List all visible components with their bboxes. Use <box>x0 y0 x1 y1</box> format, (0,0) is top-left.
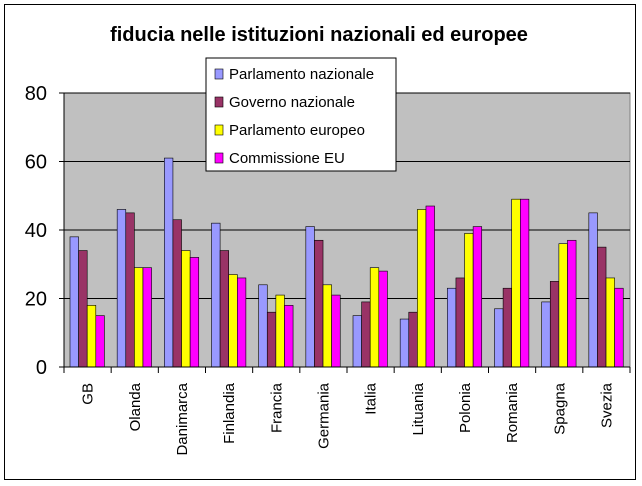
bar <box>588 212 598 368</box>
bar <box>549 281 560 368</box>
bar <box>455 277 465 368</box>
x-tick-labels: GB Olanda Danimarca Finlandia Francia Germani… <box>80 382 616 455</box>
bar <box>219 250 230 368</box>
bar <box>69 236 79 368</box>
bar <box>464 233 474 368</box>
bar <box>125 212 135 368</box>
bar <box>258 284 268 368</box>
bar <box>399 318 410 368</box>
bar <box>189 257 200 368</box>
x-tick-label: Germania <box>315 382 332 449</box>
bar <box>614 287 624 368</box>
x-tick-label: Spagna <box>551 382 568 434</box>
x-tick-label: Polonia <box>457 382 474 433</box>
x-tick-label: Lituania <box>410 382 427 435</box>
bar <box>502 287 513 368</box>
bar <box>511 198 521 368</box>
legend-label: Commissione EU <box>229 150 345 167</box>
x-tick-label: Olanda <box>127 382 144 431</box>
bar <box>567 239 577 368</box>
bar <box>425 205 435 368</box>
x-tick-label: Danimarca <box>174 382 191 455</box>
bar <box>284 305 294 368</box>
bar <box>172 219 182 368</box>
bar <box>361 301 371 368</box>
bar <box>331 294 341 368</box>
bar <box>78 250 88 368</box>
bar <box>494 308 504 368</box>
legend: Parlamento nazionale Governo nazionale Par… <box>205 57 397 172</box>
legend-swatch <box>214 96 224 108</box>
bar <box>322 284 332 368</box>
bar <box>86 305 97 368</box>
bar <box>447 287 457 368</box>
bar <box>378 270 388 368</box>
x-tick-label: Italia <box>363 382 380 414</box>
y-tick-labels: 0 20 40 60 80 <box>25 83 47 379</box>
bars <box>69 157 624 368</box>
bar <box>519 198 530 368</box>
legend-box <box>205 57 397 172</box>
bar <box>211 222 221 368</box>
bar <box>134 267 144 368</box>
y-tick-label: 20 <box>25 289 47 311</box>
legend-swatch <box>214 152 224 164</box>
x-tick-label: Svezia <box>598 382 615 428</box>
bar <box>597 246 607 368</box>
bar <box>314 239 324 368</box>
x-tick-label: Finlandia <box>221 382 238 444</box>
y-tick-label: 0 <box>36 357 47 379</box>
bar <box>472 226 483 368</box>
bar <box>275 294 285 368</box>
x-tick-label: GB <box>80 383 97 405</box>
bar <box>237 277 247 368</box>
y-tick-label: 40 <box>25 220 47 242</box>
bar <box>541 301 551 368</box>
legend-label: Parlamento europeo <box>229 122 365 139</box>
legend-label: Parlamento nazionale <box>229 66 374 83</box>
bar <box>558 243 568 368</box>
legend-swatch <box>214 68 224 80</box>
x-tick-label: Romania <box>504 382 521 443</box>
legend-label: Governo nazionale <box>229 94 355 111</box>
bar <box>95 315 105 368</box>
x-tick-label: Francia <box>268 382 285 433</box>
bar <box>266 311 277 368</box>
bar <box>369 267 380 368</box>
y-tick-label: 80 <box>25 83 47 105</box>
bar <box>116 209 127 368</box>
bar <box>181 250 191 368</box>
bar <box>408 311 418 368</box>
chart-title: fiducia nelle istituzioni nazionali ed e… <box>110 24 528 46</box>
axes <box>59 92 631 373</box>
bar <box>142 267 152 368</box>
bar <box>228 274 238 368</box>
bar <box>417 209 427 368</box>
bar <box>305 226 315 368</box>
bar <box>605 277 615 368</box>
bar <box>352 315 362 368</box>
y-tick-label: 60 <box>25 152 47 174</box>
bar <box>164 157 174 368</box>
legend-swatch <box>214 124 224 136</box>
